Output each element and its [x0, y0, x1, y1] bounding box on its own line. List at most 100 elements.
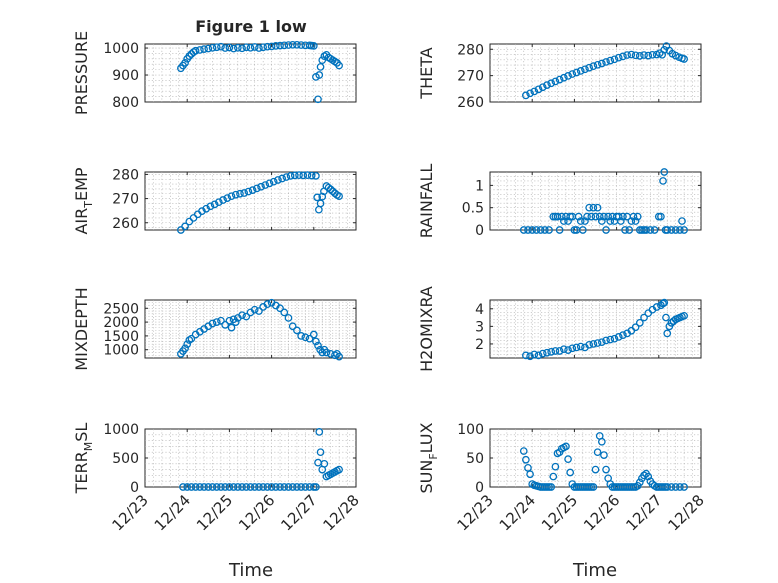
- subplot-6: 2 34 H2OMIXRA: [417, 286, 702, 372]
- data-point: [312, 483, 320, 491]
- data-point: [278, 174, 286, 183]
- data-point: [652, 303, 661, 311]
- data-point: [595, 212, 604, 221]
- data-point: [233, 483, 242, 491]
- x-tick-label: 12/27: [277, 491, 320, 534]
- data-point: [547, 79, 556, 88]
- data-point: [284, 314, 293, 322]
- subplot-7: 0 500 1000 TERRMSL 12/2312/2412/2512/2612/27…: [72, 422, 363, 534]
- data-point: [625, 226, 634, 234]
- y-tick-label: 0: [475, 480, 484, 496]
- data-point: [581, 217, 589, 225]
- data-point: [659, 177, 667, 185]
- data-point: [221, 44, 230, 52]
- data-point: [293, 326, 301, 335]
- data-point: [631, 51, 640, 60]
- data-point: [326, 185, 335, 194]
- data-point: [276, 304, 284, 313]
- data-point: [259, 483, 268, 491]
- data-point: [602, 465, 610, 474]
- data-point: [236, 189, 244, 198]
- data-point: [312, 172, 320, 180]
- data-point: [250, 43, 259, 51]
- data-point: [600, 451, 608, 459]
- data-point: [225, 43, 234, 52]
- data-point: [551, 77, 560, 86]
- data-point: [593, 60, 602, 69]
- data-point: [271, 42, 280, 50]
- data-point: [559, 217, 568, 225]
- data-point: [315, 71, 324, 79]
- data-point: [303, 171, 312, 179]
- data-point: [196, 46, 204, 54]
- data-point: [265, 179, 274, 188]
- data-point: [280, 41, 289, 50]
- data-point: [212, 318, 221, 326]
- data-point: [215, 198, 223, 207]
- y-axis-label: MIXDEPTH: [72, 287, 91, 370]
- data-point: [676, 226, 684, 234]
- data-point: [585, 340, 594, 349]
- x-tick-label: 12/23: [109, 491, 152, 534]
- data-point: [597, 338, 606, 347]
- data-point: [314, 341, 322, 350]
- data-point: [589, 340, 598, 348]
- data-point: [297, 41, 305, 49]
- data-point: [631, 323, 640, 332]
- x-axis-label-right: Time: [572, 560, 617, 581]
- data-point: [316, 63, 325, 71]
- data-point: [280, 308, 289, 317]
- data-point: [640, 471, 648, 480]
- data-point: [543, 81, 551, 89]
- data-point: [667, 483, 676, 491]
- data-point: [267, 483, 276, 491]
- data-point: [559, 345, 568, 354]
- figure-title: Figure 1 low: [195, 17, 307, 36]
- data-point: [663, 226, 672, 234]
- data-point: [276, 483, 284, 491]
- data-point: [602, 226, 610, 234]
- data-point: [646, 226, 655, 234]
- data-point: [616, 217, 625, 225]
- x-tick-label: 12/23: [454, 491, 497, 534]
- data-point: [250, 305, 259, 314]
- data-point: [555, 347, 564, 355]
- data-point: [255, 307, 263, 315]
- data-point: [316, 448, 325, 457]
- data-point: [667, 226, 676, 234]
- data-point: [583, 212, 591, 221]
- data-point: [295, 171, 303, 179]
- data-point: [208, 483, 217, 491]
- data-point: [562, 442, 570, 451]
- data-point: [644, 51, 653, 60]
- data-point: [589, 62, 598, 70]
- data-point: [648, 50, 657, 59]
- data-point: [301, 483, 310, 491]
- data-point: [657, 212, 665, 221]
- data-point: [263, 483, 272, 491]
- y-tick-label: 0: [475, 223, 484, 239]
- data-point: [315, 428, 324, 436]
- data-point: [288, 40, 297, 49]
- data-point: [621, 226, 629, 234]
- subplot-2: 260 270 280 THETA: [417, 42, 702, 111]
- data-point: [572, 68, 581, 77]
- data-point: [663, 483, 672, 491]
- x-tick-label: 12/26: [580, 491, 623, 534]
- y-tick-label: 2000: [103, 315, 139, 331]
- data-point: [619, 52, 627, 61]
- data-point: [276, 41, 284, 50]
- subplot-4: 0 0.5 1 RAINFALL: [417, 164, 702, 239]
- y-tick-label: 1000: [103, 422, 139, 438]
- data-point: [261, 181, 270, 189]
- data-point: [335, 465, 343, 474]
- data-point: [576, 67, 585, 75]
- data-point: [593, 203, 602, 212]
- y-tick-label: 0: [130, 480, 139, 496]
- data-point: [233, 43, 242, 52]
- data-point: [263, 42, 272, 51]
- data-point: [600, 212, 608, 221]
- data-point: [293, 483, 301, 491]
- data-point: [602, 58, 610, 66]
